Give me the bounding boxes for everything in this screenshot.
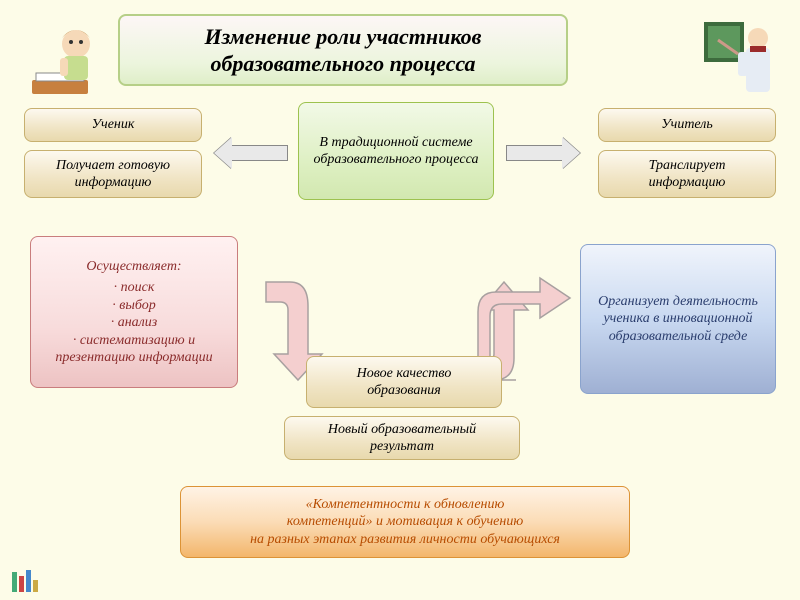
arrow-to-student (214, 137, 288, 169)
center-traditional-box: В традиционной системе образовательного … (298, 102, 494, 200)
center-new-result-box: Новый образовательный результат (284, 416, 520, 460)
bottom-line: на разных этапах развития личности обуча… (250, 531, 560, 549)
student-innov-heading: Осуществляет: (86, 258, 181, 276)
bottom-line: компетенций» и мотивация к обучению (287, 513, 523, 531)
teacher-role-box: Учитель (598, 108, 776, 142)
student-traditional-box: Получает готовую информацию (24, 150, 202, 198)
student-innovative-box: Осуществляет: поиск выбор анализ система… (30, 236, 238, 388)
student-innov-item: поиск (43, 279, 225, 297)
teacher-illustration (700, 18, 780, 96)
student-boy-illustration (24, 18, 110, 98)
teacher-traditional-box: Транслирует информацию (598, 150, 776, 198)
student-role-box: Ученик (24, 108, 202, 142)
student-innov-item: анализ (43, 314, 225, 332)
student-innov-list: поиск выбор анализ систематизацию и през… (43, 279, 225, 367)
bottom-line: «Компетентности к обновлению (306, 496, 505, 514)
arrow-to-teacher (506, 137, 580, 169)
center-new-quality-box: Новое качество образования (306, 356, 502, 408)
diagram-title: Изменение роли участников образовательно… (118, 14, 568, 86)
bottom-competence-box: «Компетентности к обновлению компетенций… (180, 486, 630, 558)
footer-logo-icon (10, 570, 40, 594)
student-innov-item: выбор (43, 297, 225, 315)
student-innov-item: систематизацию и презентацию информации (43, 332, 225, 367)
teacher-innovative-box: Организует деятельность ученика в иннова… (580, 244, 776, 394)
